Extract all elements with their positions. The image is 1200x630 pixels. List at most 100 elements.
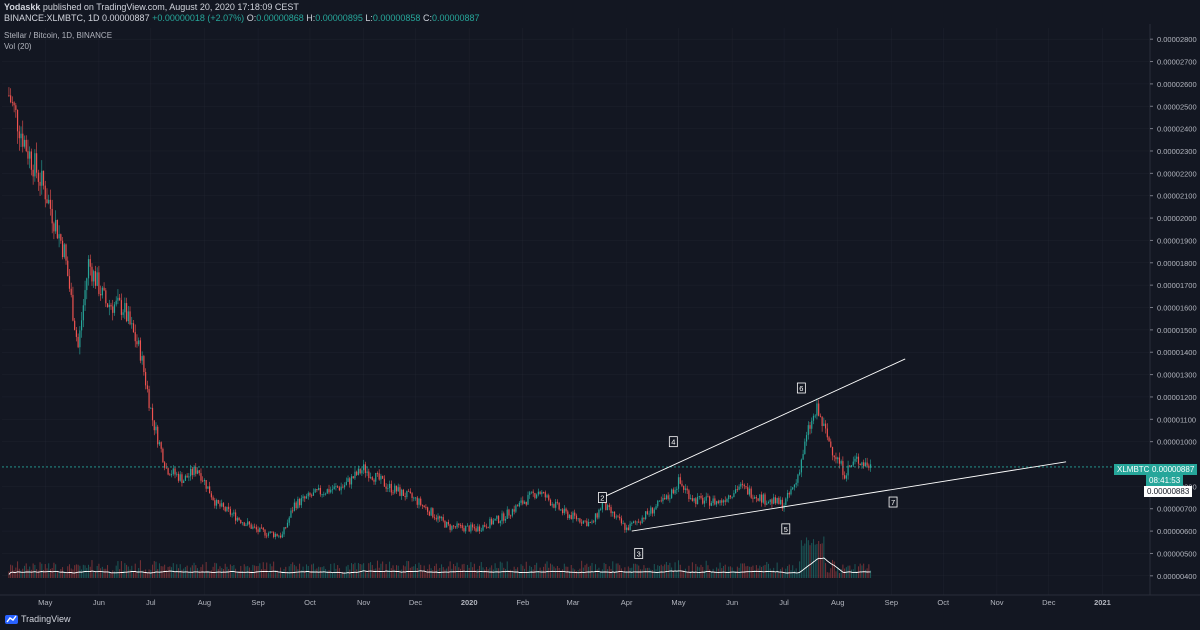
volume-bar xyxy=(420,564,422,578)
volume-bar xyxy=(842,564,844,578)
candle-body xyxy=(433,517,436,519)
volume-bar xyxy=(492,569,494,578)
y-tick-label: 0.00001600 xyxy=(1157,304,1197,313)
volume-bar xyxy=(209,571,211,578)
tradingview-logo-icon[interactable] xyxy=(5,613,18,626)
candle-body xyxy=(16,109,19,132)
volume-bar xyxy=(394,569,396,578)
volume-bar xyxy=(617,563,619,578)
high-value: 0.00000895 xyxy=(315,13,363,23)
volume-bar xyxy=(172,563,174,578)
volume-bar xyxy=(530,566,532,578)
tradingview-brand[interactable]: TradingView xyxy=(21,614,71,624)
volume-bar xyxy=(408,561,410,578)
candle-body xyxy=(714,498,716,505)
candle-body xyxy=(861,462,863,466)
open-value: 0.00000868 xyxy=(256,13,304,23)
candle-body xyxy=(411,493,413,498)
volume-bar xyxy=(856,571,858,578)
volume-bar xyxy=(581,560,583,578)
candle-body xyxy=(719,500,721,503)
volume-bar xyxy=(562,569,564,578)
volume-bar xyxy=(456,562,458,578)
volume-bar xyxy=(158,563,160,578)
candle-body xyxy=(551,504,553,506)
author-name[interactable]: Yodaskk xyxy=(4,2,41,12)
volume-bar xyxy=(105,568,107,578)
candle-body xyxy=(226,506,228,511)
candle-body xyxy=(468,525,470,532)
volume-bar xyxy=(468,567,470,578)
candle-body xyxy=(605,501,607,511)
volume-bar xyxy=(20,570,22,578)
volume-bar xyxy=(584,565,586,578)
volume-legend[interactable]: Vol (20) xyxy=(4,42,32,51)
candle-body xyxy=(722,500,725,503)
volume-bar xyxy=(866,568,868,578)
volume-bar xyxy=(588,566,590,578)
volume-bar xyxy=(236,572,238,578)
candle-body xyxy=(387,487,389,489)
candle-body xyxy=(11,102,13,103)
y-tick-label: 0.00001700 xyxy=(1157,281,1197,290)
candle-body xyxy=(470,524,472,532)
x-tick-label: Oct xyxy=(937,598,950,607)
volume-bar xyxy=(399,570,401,578)
candle-body xyxy=(866,462,868,466)
candle-body xyxy=(136,341,138,345)
candle-body xyxy=(449,524,451,530)
candle-body xyxy=(626,527,628,530)
volume-bar xyxy=(337,565,339,578)
volume-bar xyxy=(607,569,609,578)
volume-bar xyxy=(524,568,526,578)
candle-body xyxy=(755,497,757,499)
candle-body xyxy=(312,492,315,496)
volume-bar xyxy=(81,569,83,578)
volume-bar xyxy=(712,568,714,578)
candle-body xyxy=(273,532,275,537)
candle-body xyxy=(548,495,550,500)
volume-bar xyxy=(238,571,240,578)
series-legend[interactable]: Stellar / Bitcoin, 1D, BINANCE xyxy=(4,31,113,40)
candle-body xyxy=(183,480,185,483)
candle-body xyxy=(617,516,619,518)
volume-bar xyxy=(440,564,442,578)
candle-body xyxy=(653,509,655,514)
volume-bar xyxy=(750,566,752,578)
volume-bar xyxy=(171,567,173,578)
candle-body xyxy=(203,480,206,482)
volume-bar xyxy=(401,569,403,578)
volume-bar xyxy=(210,570,212,578)
volume-bar xyxy=(231,565,233,578)
candle-body xyxy=(748,488,751,495)
trendline xyxy=(602,358,906,498)
volume-bar xyxy=(721,568,723,578)
candle-body xyxy=(703,500,706,504)
volume-bar xyxy=(188,572,190,578)
volume-bar xyxy=(283,569,285,578)
time-axis[interactable]: May Jun Jul Aug Sep Oct Nov Dec 2020 Feb Mar Apr May… xyxy=(0,594,1200,607)
price-axis[interactable]: 0.00002800 0.00002700 0.00002600 0.00002500… xyxy=(1149,24,1197,595)
y-tick-label: 0.00000400 xyxy=(1157,572,1197,581)
candle-body xyxy=(108,304,110,308)
volume-bar xyxy=(378,567,380,578)
candle-body xyxy=(496,515,498,519)
candle-body xyxy=(826,428,828,438)
volume-bar xyxy=(10,564,12,578)
candle-body xyxy=(452,525,455,527)
volume-bar xyxy=(254,565,256,578)
candle-body xyxy=(53,223,55,232)
candle-body xyxy=(681,483,683,486)
candle-body xyxy=(537,491,539,495)
x-tick-label: Sep xyxy=(885,598,898,607)
y-tick-label: 0.00002300 xyxy=(1157,147,1197,156)
volume-bar xyxy=(331,572,333,578)
candle-body xyxy=(165,467,167,469)
candle-body xyxy=(46,199,48,204)
candle-body xyxy=(292,510,294,512)
candle-body xyxy=(382,475,384,479)
candle-body xyxy=(745,486,747,488)
candle-body xyxy=(243,522,245,526)
candle-body xyxy=(747,487,749,495)
